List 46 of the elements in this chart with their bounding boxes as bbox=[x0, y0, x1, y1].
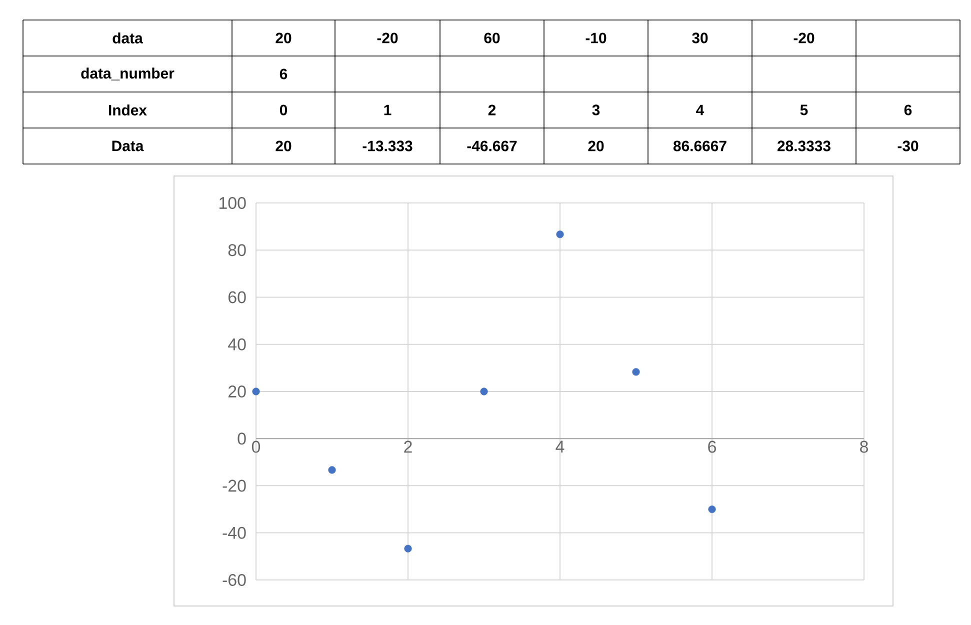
text: -13.333 bbox=[362, 140, 412, 152]
text: data_number bbox=[81, 68, 174, 80]
text: 20 bbox=[276, 140, 292, 152]
text: 6 bbox=[904, 104, 912, 116]
x-tick-label: 8 bbox=[860, 440, 868, 453]
text: data bbox=[112, 32, 143, 44]
y-tick-label: 20 bbox=[228, 385, 246, 398]
text: 4 bbox=[696, 104, 704, 116]
point bbox=[632, 368, 640, 376]
text: 30 bbox=[692, 32, 708, 44]
text: 2 bbox=[488, 104, 496, 116]
y-tick-label: 40 bbox=[228, 338, 246, 350]
text: 5 bbox=[800, 104, 808, 116]
x-tick-label: 0 bbox=[252, 440, 260, 453]
x-tick-label: 6 bbox=[708, 440, 716, 453]
y-tick-label: 80 bbox=[228, 244, 246, 256]
text: 3 bbox=[592, 104, 600, 116]
text: 0 bbox=[280, 104, 288, 116]
text: 6 bbox=[280, 68, 288, 80]
text: 20 bbox=[588, 140, 604, 152]
text: Index bbox=[108, 104, 147, 116]
text: 60 bbox=[484, 32, 500, 44]
y-tick-label: 100 bbox=[220, 196, 246, 209]
text: 28.3333 bbox=[778, 140, 830, 152]
y-tick-label: 0 bbox=[238, 432, 246, 445]
point bbox=[556, 230, 564, 238]
point bbox=[328, 466, 336, 474]
y-tick-label: -40 bbox=[222, 526, 246, 539]
text: -30 bbox=[898, 140, 918, 152]
point bbox=[252, 388, 260, 396]
text: 86.6667 bbox=[673, 140, 726, 152]
point bbox=[480, 388, 488, 396]
y-tick-label: 60 bbox=[228, 291, 246, 304]
point bbox=[708, 506, 716, 514]
text: -20 bbox=[377, 32, 398, 44]
text: -46.667 bbox=[467, 140, 517, 152]
text: 1 bbox=[384, 104, 392, 116]
y-tick-label: -20 bbox=[222, 480, 246, 492]
text: Data bbox=[112, 140, 144, 152]
text: -10 bbox=[586, 32, 606, 44]
text: -20 bbox=[794, 32, 814, 44]
x-tick-label: 2 bbox=[404, 440, 412, 453]
text: 20 bbox=[276, 32, 292, 44]
point bbox=[404, 544, 412, 552]
y-tick-label: -60 bbox=[222, 574, 246, 586]
x-tick-label: 4 bbox=[556, 440, 564, 452]
